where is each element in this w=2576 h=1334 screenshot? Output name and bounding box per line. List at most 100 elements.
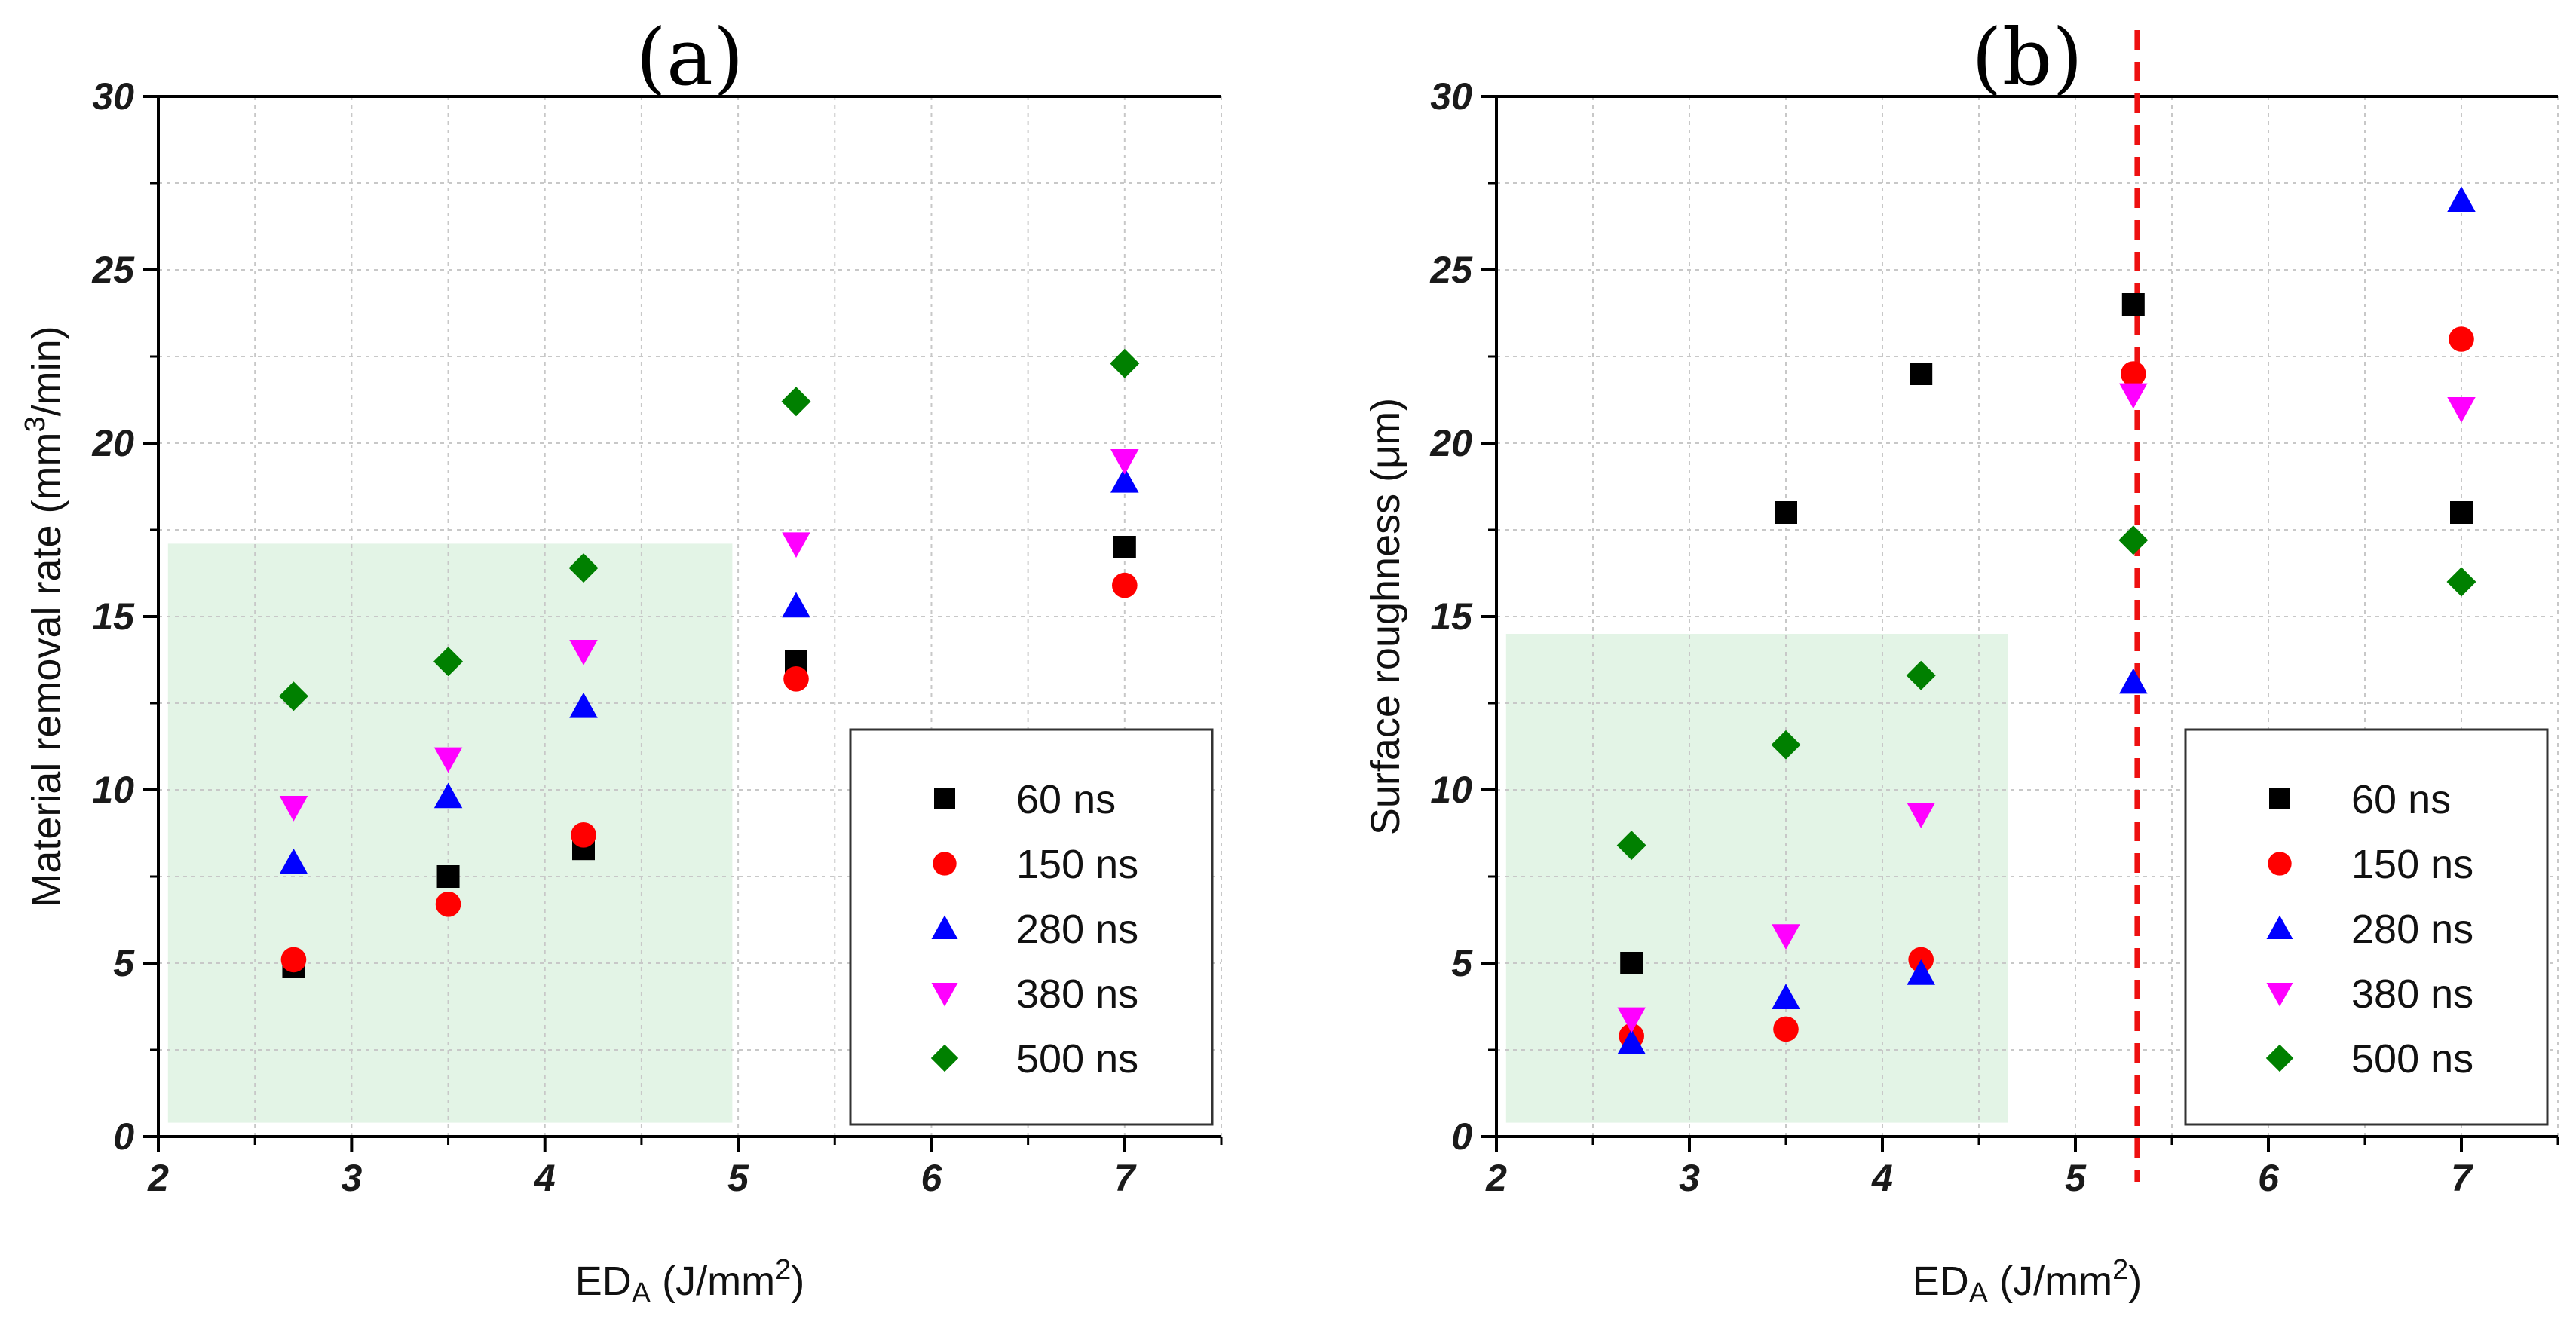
x-tick-label: 4 <box>534 1157 556 1199</box>
data-point <box>782 592 810 618</box>
series-150-ns <box>280 572 1138 973</box>
data-point <box>280 947 307 973</box>
data-point <box>279 796 308 822</box>
series-380-ns <box>1617 383 2476 1033</box>
x-tick-label: 7 <box>2451 1157 2473 1199</box>
y-tick-label: 30 <box>92 75 134 118</box>
x-tick-label: 6 <box>2258 1157 2280 1199</box>
y-tick-label: 20 <box>91 422 134 464</box>
data-point <box>433 782 463 809</box>
x-tick-label: 2 <box>147 1157 169 1199</box>
data-point <box>1772 984 1800 1009</box>
shaded-region <box>1505 634 2008 1123</box>
y-tick-label: 25 <box>1429 249 1473 291</box>
legend-label: 280 ns <box>2351 907 2473 952</box>
y-tick-label: 15 <box>1430 595 1473 638</box>
x-tick-label: 6 <box>921 1157 943 1199</box>
data-point <box>1617 1029 1646 1054</box>
data-point <box>569 640 598 665</box>
legend-marker <box>2266 983 2293 1007</box>
legend-marker <box>2268 852 2292 876</box>
data-point <box>436 865 460 888</box>
legend-marker <box>931 983 958 1007</box>
data-point <box>1617 1007 1646 1033</box>
legend-label: 500 ns <box>1016 1036 1138 1082</box>
data-point <box>2121 361 2146 387</box>
chart-panel-b: 2 3 4 5 6 7 0 5 10 15 20 25 30 (b) EDA (J/mm2) Surface … <box>1363 11 2559 1309</box>
data-point <box>1775 501 1797 524</box>
x-tick-label: 5 <box>727 1157 749 1199</box>
y-tick-label: 0 <box>1451 1115 1472 1158</box>
legend-marker <box>930 1044 959 1072</box>
legend-marker <box>2266 915 2293 939</box>
x-axis-label: EDA (J/mm2) <box>575 1254 804 1309</box>
legend-label: 380 ns <box>2351 971 2473 1017</box>
data-point <box>1910 363 1933 385</box>
legend-label: 380 ns <box>1016 971 1138 1017</box>
data-point <box>1907 959 1935 985</box>
data-point <box>782 532 810 558</box>
data-point <box>1616 831 1646 861</box>
y-tick-label: 5 <box>1451 942 1473 984</box>
data-point <box>2118 525 2149 555</box>
data-point <box>433 647 464 677</box>
data-point <box>2447 397 2476 423</box>
data-point <box>571 822 596 848</box>
legend-label: 150 ns <box>2351 842 2473 887</box>
y-tick-label: 5 <box>113 942 135 984</box>
data-point <box>1110 467 1139 493</box>
y-tick-label: 0 <box>113 1115 134 1158</box>
data-point <box>278 681 308 711</box>
data-point <box>1112 572 1138 598</box>
data-point <box>1773 1016 1799 1042</box>
data-point <box>1110 449 1139 475</box>
x-tick-label: 3 <box>1679 1157 1700 1199</box>
series-280-ns <box>1617 186 2476 1054</box>
y-tick-label: 10 <box>1430 769 1472 811</box>
series-380-ns <box>279 449 1139 822</box>
data-point <box>781 387 811 417</box>
x-tick-label: 3 <box>341 1157 362 1199</box>
data-point <box>1907 803 1935 828</box>
data-point <box>435 892 461 917</box>
y-tick-label: 10 <box>92 769 134 811</box>
chart-panel-a: 2 3 4 5 6 7 0 5 10 15 20 25 30 (a) EDA (J/mm2) Material… <box>20 11 1223 1309</box>
legend: 60 ns 150 ns 280 ns 380 ns 500 ns <box>849 728 1214 1126</box>
series-60-ns <box>1620 293 2473 974</box>
data-point <box>1906 660 1936 690</box>
data-point <box>1620 952 1643 974</box>
x-tick-label: 7 <box>1114 1157 1137 1199</box>
data-point <box>568 553 599 583</box>
y-tick-label: 25 <box>91 249 135 291</box>
data-point <box>1113 536 1136 558</box>
data-point <box>2450 501 2473 524</box>
legend-label: 60 ns <box>2351 777 2451 822</box>
data-point <box>2446 567 2476 597</box>
grid <box>1496 96 2559 1137</box>
legend-marker <box>931 915 958 939</box>
legend: 60 ns 150 ns 280 ns 380 ns 500 ns <box>2184 728 2549 1126</box>
panel-label: (a) <box>636 11 743 103</box>
series-500-ns <box>1616 525 2476 861</box>
legend-label: 500 ns <box>2351 1036 2473 1082</box>
data-point <box>433 747 463 773</box>
data-point <box>2449 326 2474 352</box>
legend-label: 150 ns <box>1016 842 1138 887</box>
x-axis-label: EDA (J/mm2) <box>1913 1254 2142 1309</box>
data-point <box>1771 730 1801 760</box>
data-point <box>569 692 598 718</box>
legend-box <box>849 728 1214 1126</box>
legend-marker <box>2265 1044 2294 1072</box>
data-point <box>2119 668 2148 694</box>
y-tick-label: 15 <box>92 595 135 638</box>
data-point <box>1772 924 1800 950</box>
x-tick-label: 4 <box>1871 1157 1893 1199</box>
y-tick-label: 20 <box>1429 422 1472 464</box>
x-tick-label: 2 <box>1485 1157 1507 1199</box>
series-280-ns <box>279 467 1139 874</box>
data-point <box>1110 348 1140 378</box>
data-point <box>2121 293 2145 316</box>
y-tick-label: 30 <box>1430 75 1472 118</box>
data-point <box>783 666 809 692</box>
panel-label: (b) <box>1971 11 2083 103</box>
